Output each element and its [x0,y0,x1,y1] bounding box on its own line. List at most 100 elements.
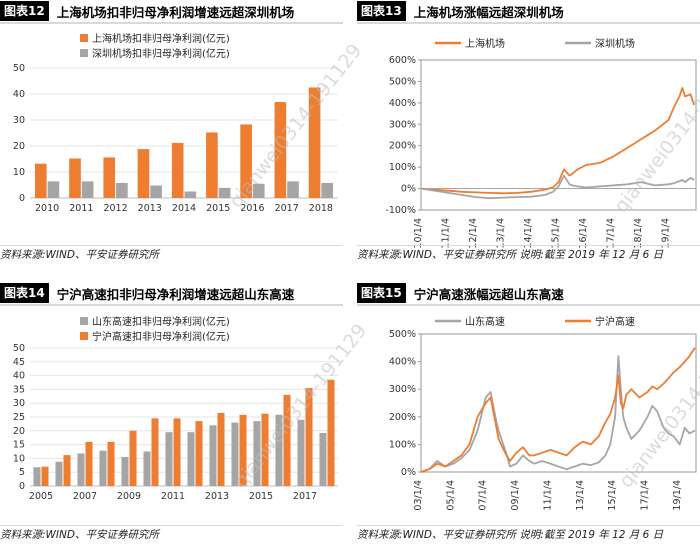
x-tick-label: 19/1/4 [672,480,683,511]
y-tick-label: 200% [389,141,416,152]
x-tick-label: 12/1/4 [468,218,479,249]
figure-number: 图表15 [357,283,406,303]
figure-title: 宁沪高速涨幅远超山东高速 [413,286,564,302]
y-tick-label: 400% [389,357,416,368]
x-tick-label: 2010 [35,203,59,214]
source-note: 资料来源:WIND、平安证券研究所 说明:截至 2019 年 12 月 6 日 [357,525,700,544]
x-tick-label: 16/1/4 [578,218,589,249]
bar [218,187,231,198]
bar [283,394,291,486]
bar [319,433,327,486]
panel-chart-14: 图表14 宁沪高速扣非归母净利润增速远超山东高速 0 5 10 15 20 25 30 35 4… [0,282,343,544]
y-tick-label: 20 [13,141,25,152]
y-tick-label: 40 [13,371,25,382]
panel-header: 图表14 宁沪高速扣非归母净利润增速远超山东高速 [0,282,343,306]
legend-label: 深圳机场扣非归母净利润(亿元) [92,47,230,60]
x-tick-label: 2011 [161,491,185,502]
bar [327,379,335,486]
figure-number: 图表14 [0,283,49,303]
y-tick-label: 100% [389,162,416,173]
bar [143,451,151,486]
source-note: 资料来源:WIND、平安证券研究所 说明:截至 2019 年 12 月 6 日 [357,245,700,264]
bar [239,414,247,486]
y-tick-label: 50 [13,343,25,354]
y-tick-label: 25 [13,412,25,423]
x-tick-label: 11/1/4 [542,480,553,511]
legend-label: 山东高速扣非归母净利润(亿元) [92,315,230,328]
bar [69,158,81,198]
x-tick-label: 2009 [117,491,141,502]
y-tick-label: 35 [13,384,25,395]
bar [173,418,181,486]
bar [137,149,150,198]
bar [121,457,129,486]
bar [253,421,261,486]
bar [33,467,41,486]
bar [305,388,313,486]
y-tick-label: 0% [401,467,416,478]
figure-number: 图表13 [357,1,406,21]
panel-chart-15: 图表15 宁沪高速涨幅远超山东高速 0% 100% 200% 300% 400% 500%… [357,282,700,544]
y-tick-label: 100% [389,439,416,450]
y-tick-label: 500% [389,329,416,340]
bar [41,466,49,486]
series-line [420,87,695,195]
bar [34,163,47,198]
figure-title: 上海机场涨幅远超深圳机场 [413,4,564,20]
x-tick-label: 2012 [103,203,127,214]
panel-header: 图表15 宁沪高速涨幅远超山东高速 [357,282,700,306]
x-tick-label: 14/1/4 [523,218,534,249]
bar [151,418,159,486]
figure-title: 上海机场扣非归母净利润增速远超深圳机场 [56,4,295,20]
bar [63,455,71,486]
y-tick-label: 400% [389,98,416,109]
bar [231,422,239,486]
bar [77,453,85,486]
line-chart-highway-price: 0% 100% 200% 300% 400% 500% 03/1/4 05/1/4 07/1/4… [389,315,697,511]
y-tick-label: 20 [13,426,25,437]
legend-label: 山东高速 [465,315,505,328]
x-tick-label: 2015 [206,203,230,214]
bar [165,432,173,486]
bar [107,441,115,486]
legend-label: 深圳机场 [595,37,635,50]
y-tick-label: 50 [13,63,25,74]
panel-chart-13: 图表13 上海机场涨幅远超深圳机场 -100% 0% 100% 200% 300% 400… [357,0,700,264]
series-line [420,347,696,473]
y-tick-label: 500% [389,76,416,87]
x-tick-label: 2007 [73,491,97,502]
x-tick-label: 2017 [293,491,317,502]
panel-header: 图表13 上海机场涨幅远超深圳机场 [357,0,700,24]
bar [240,124,252,198]
bar [209,425,217,486]
x-tick-label: 11/1/4 [441,218,452,249]
legend-label: 宁沪高速 [595,315,635,328]
bar [99,450,107,486]
y-tick-label: 30 [13,115,25,126]
bar [55,461,63,486]
panel-chart-12: 图表12 上海机场扣非归母净利润增速远超深圳机场 0 10 20 30 40 50 2010… [0,0,343,264]
bar [287,181,299,198]
x-tick-label: 2014 [172,203,196,214]
bar [85,441,93,486]
legend-swatch [80,317,88,325]
x-tick-label: 2013 [138,203,162,214]
bar [252,183,265,198]
x-tick-label: 2018 [309,203,333,214]
legend-swatch [80,34,88,42]
bar [150,185,162,198]
figure-title: 宁沪高速扣非归母净利润增速远超山东高速 [56,286,295,302]
plot-frame [420,333,697,473]
y-tick-label: -100% [385,205,416,216]
bar [81,181,94,198]
panel-header: 图表12 上海机场扣非归母净利润增速远超深圳机场 [0,0,343,24]
bar [195,421,203,486]
bar [274,102,287,198]
x-tick-label: 13/1/4 [575,480,586,511]
y-tick-label: 40 [13,89,25,100]
y-tick-label: 0 [19,481,25,492]
bar [217,412,225,486]
source-note: 资料来源:WIND、平安证券研究所 [0,525,343,544]
bar [321,182,334,198]
legend-label: 上海机场 [465,37,505,50]
